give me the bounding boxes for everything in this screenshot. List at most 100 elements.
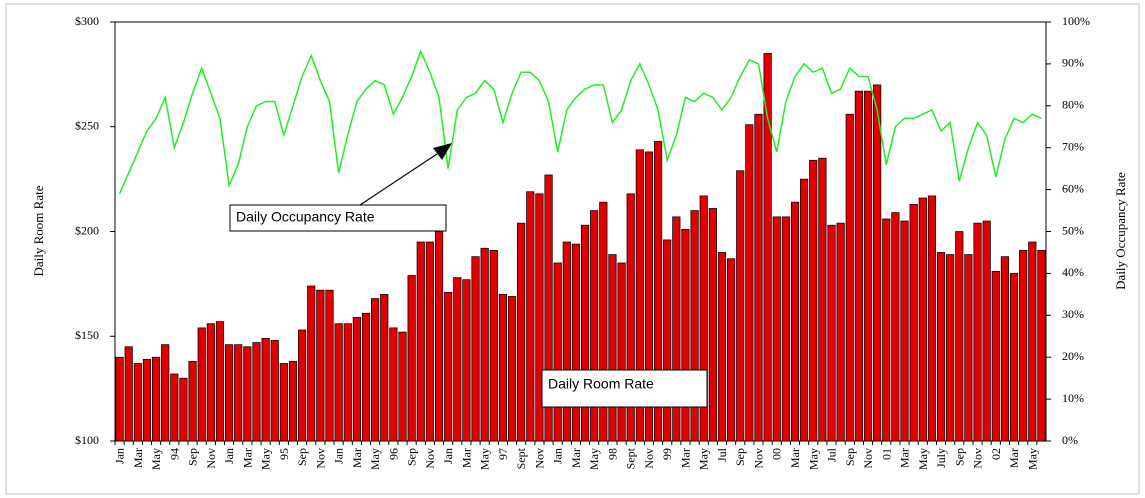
x-tick-label: Mar: [569, 448, 583, 468]
x-tick-label: Sep: [405, 448, 419, 466]
x-tick-label: Jan: [222, 448, 236, 464]
annotation-box: [229, 204, 447, 232]
bar: [754, 113, 763, 442]
bar: [854, 90, 863, 442]
bar: [1009, 273, 1019, 442]
bar: [580, 224, 590, 442]
bar: [133, 363, 142, 442]
bar: [809, 159, 818, 442]
bar: [407, 275, 416, 442]
x-tick-label: Nov: [751, 448, 765, 469]
y2-tick-label: 30%: [1062, 307, 1084, 321]
bar: [343, 323, 352, 442]
x-tick-label: Nov: [532, 448, 546, 469]
y2-tick-label: 80%: [1062, 98, 1084, 112]
bar: [142, 358, 152, 442]
bar: [800, 178, 809, 442]
bar: [307, 285, 316, 442]
bar: [124, 346, 133, 442]
series-label: Daily Occupancy Rate: [236, 209, 375, 225]
bar: [179, 377, 188, 442]
bar: [480, 247, 489, 442]
series-label: Daily Room Rate: [548, 376, 654, 392]
bar: [690, 210, 699, 442]
x-tick-label: Mar: [1007, 448, 1021, 468]
y2-tick-label: 20%: [1062, 349, 1084, 363]
bar: [361, 312, 371, 442]
x-tick-label: Nov: [642, 448, 656, 469]
bar: [188, 361, 197, 442]
x-tick-label: 99: [660, 448, 674, 460]
x-tick-label: 02: [989, 448, 1003, 460]
x-tick-label: May: [478, 448, 492, 470]
bar: [416, 241, 425, 442]
bar: [334, 323, 343, 442]
bar: [225, 344, 234, 442]
annotation-box: [541, 369, 708, 408]
x-tick-label: 95: [277, 448, 291, 460]
y-tick-label: $150: [75, 328, 99, 342]
bar: [1019, 250, 1028, 442]
bar: [434, 231, 444, 442]
arrow-head: [433, 143, 452, 160]
bar: [279, 363, 288, 442]
bar: [270, 340, 279, 442]
bar: [708, 208, 717, 442]
y-tick-label: $300: [75, 14, 99, 28]
bar: [964, 254, 973, 442]
bar: [727, 258, 736, 442]
x-tick-label: Nov: [861, 448, 875, 469]
y2-tick-label: 0%: [1062, 433, 1078, 447]
x-tick-label: 96: [386, 448, 400, 460]
bar: [882, 218, 891, 442]
x-tick-label: Mar: [131, 448, 145, 468]
bar: [672, 216, 681, 442]
bar: [115, 356, 124, 442]
bar: [535, 193, 544, 442]
bar: [352, 317, 361, 442]
bar: [215, 321, 225, 442]
bar: [955, 231, 964, 442]
x-tick-label: May: [1025, 448, 1039, 470]
x-tick-label: 00: [770, 448, 784, 460]
bar: [298, 329, 307, 442]
bar: [991, 270, 1000, 442]
x-tick-label: Sept: [624, 447, 638, 469]
x-tick-label: Jul: [825, 447, 839, 462]
y2-tick-label: 60%: [1062, 181, 1084, 195]
y-axis-label: Daily Room Rate: [31, 185, 46, 276]
x-tick-label: Sep: [186, 448, 200, 466]
x-tick-label: Jan: [113, 448, 127, 464]
bar: [946, 254, 955, 442]
bar: [571, 243, 581, 442]
bar: [909, 203, 918, 442]
x-tick-label: July: [934, 448, 948, 468]
bar: [663, 239, 672, 442]
y2-tick-label: 40%: [1062, 265, 1084, 279]
bar: [151, 356, 161, 442]
line: [118, 49, 1042, 195]
bar: [608, 254, 617, 442]
bar: [763, 53, 772, 442]
x-tick-label: Sep: [843, 448, 857, 466]
bar: [644, 151, 654, 442]
bar: [891, 212, 900, 442]
bar: [818, 157, 827, 442]
x-tick-label: May: [916, 448, 930, 470]
bar: [517, 222, 526, 442]
y2-tick-label: 100%: [1062, 14, 1090, 28]
x-tick-label: Sep: [952, 448, 966, 466]
bar: [161, 344, 170, 442]
bar: [736, 170, 745, 442]
x-tick-label: Mar: [240, 448, 254, 468]
x-tick-label: Mar: [459, 448, 473, 468]
x-tick-label: Nov: [204, 448, 218, 469]
bar: [927, 195, 936, 442]
bar: [498, 294, 508, 442]
x-tick-label: Sep: [733, 448, 747, 466]
x-tick-label: 94: [167, 448, 181, 460]
bar: [863, 90, 873, 442]
y-tick-label: $100: [75, 433, 99, 447]
bar: [206, 323, 215, 442]
bar: [234, 344, 243, 442]
